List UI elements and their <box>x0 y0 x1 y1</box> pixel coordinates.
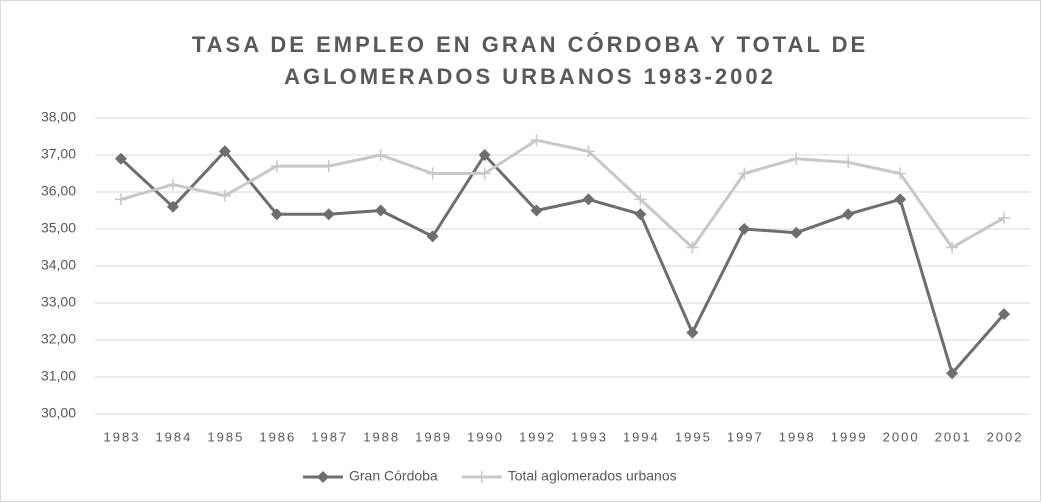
y-tick-label: 31,00 <box>41 368 76 384</box>
y-tick-label: 37,00 <box>41 146 76 162</box>
chart-title: TASA DE EMPLEO EN GRAN CÓRDOBA Y TOTAL D… <box>192 32 868 57</box>
legend-label: Gran Córdoba <box>349 468 438 484</box>
data-point <box>530 134 543 147</box>
data-point <box>374 149 387 161</box>
y-tick-label: 33,00 <box>41 294 76 310</box>
data-point <box>322 208 335 221</box>
data-point <box>270 160 283 173</box>
data-point <box>842 208 855 221</box>
legend-label: Total aglomerados urbanos <box>508 468 677 484</box>
data-point <box>894 167 907 180</box>
x-tick-label: 1983 <box>104 429 141 444</box>
y-tick-label: 35,00 <box>41 220 76 236</box>
data-point <box>946 367 959 380</box>
y-tick-label: 38,00 <box>41 109 76 125</box>
data-point <box>218 189 231 202</box>
x-tick-label: 2002 <box>987 429 1024 444</box>
data-point <box>686 326 699 339</box>
x-tick-label: 1998 <box>779 429 816 444</box>
data-point <box>166 178 179 191</box>
x-tick-label: 2001 <box>935 429 972 444</box>
data-point <box>998 211 1011 224</box>
x-tick-label: 1988 <box>363 429 400 444</box>
x-tick-label: 1985 <box>207 429 244 444</box>
data-point <box>686 241 699 254</box>
data-point <box>114 152 127 165</box>
data-point <box>582 193 595 206</box>
data-point <box>998 308 1011 321</box>
x-tick-label: 1997 <box>727 429 764 444</box>
data-point <box>218 145 231 158</box>
data-point <box>738 167 751 180</box>
x-tick-label: 1984 <box>155 429 192 444</box>
y-tick-label: 34,00 <box>41 257 76 273</box>
data-point <box>738 223 751 235</box>
data-point <box>894 193 907 206</box>
data-point <box>322 160 335 173</box>
x-tick-label: 1987 <box>311 429 348 444</box>
data-point <box>790 226 803 239</box>
x-tick-label: 1986 <box>259 429 296 444</box>
x-tick-label: 1993 <box>571 429 608 444</box>
x-tick-label: 1989 <box>415 429 452 444</box>
series-line <box>120 138 1005 249</box>
data-point <box>478 167 491 180</box>
data-point <box>946 241 959 254</box>
data-point <box>582 145 595 158</box>
chart-title: AGLOMERADOS URBANOS 1983-2002 <box>284 64 776 89</box>
data-point <box>270 208 283 221</box>
data-point <box>114 193 127 206</box>
data-point <box>842 156 855 169</box>
legend-marker <box>317 471 329 483</box>
x-tick-label: 1995 <box>675 429 712 444</box>
y-tick-label: 30,00 <box>41 405 76 421</box>
x-tick-label: 1990 <box>467 429 504 444</box>
data-point <box>530 204 543 217</box>
x-tick-label: 1994 <box>623 429 660 444</box>
data-point <box>426 167 439 180</box>
y-tick-label: 36,00 <box>41 183 76 199</box>
data-point <box>790 152 803 165</box>
data-point <box>166 200 179 213</box>
data-point <box>478 149 491 161</box>
x-tick-label: 1999 <box>831 429 868 444</box>
x-tick-label: 1992 <box>519 429 556 444</box>
x-tick-label: 2000 <box>883 429 920 444</box>
data-point <box>374 204 387 217</box>
y-tick-label: 32,00 <box>41 331 76 347</box>
data-point <box>426 230 439 243</box>
series-line <box>119 149 1006 375</box>
legend-marker <box>475 471 488 483</box>
data-point <box>634 208 647 221</box>
data-point <box>634 193 647 206</box>
